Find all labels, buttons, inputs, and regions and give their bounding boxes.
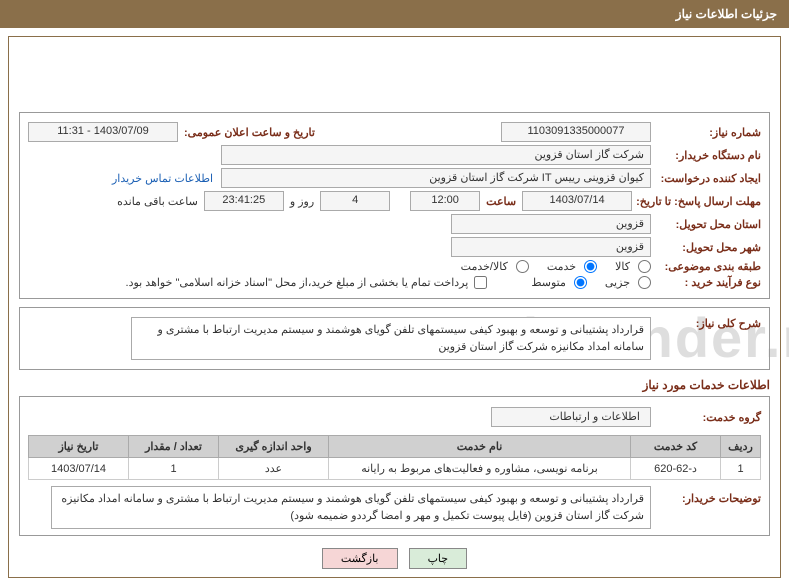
radio-service[interactable] — [584, 260, 597, 273]
radio-minor-label: جزیی — [591, 276, 634, 289]
print-button[interactable]: چاپ — [409, 548, 468, 569]
services-box: گروه خدمت: اطلاعات و ارتباطات ردیف کد خد… — [19, 396, 770, 536]
deadline-label: مهلت ارسال پاسخ: تا تاریخ: — [632, 195, 761, 208]
buyer-desc-label: توضیحات خریدار: — [651, 486, 761, 505]
need-summary-label: شرح کلی نیاز: — [651, 317, 761, 330]
delivery-province-label: استان محل تحویل: — [651, 218, 761, 231]
radio-medium[interactable] — [574, 276, 587, 289]
need-summary-text: قرارداد پشتیبانی و توسعه و بهبود کیفی سی… — [131, 317, 651, 360]
announce-datetime-label: تاریخ و ساعت اعلان عمومی: — [178, 126, 321, 139]
radio-goods[interactable] — [638, 260, 651, 273]
content-frame: AriaTender.net شماره نیاز: 1103091335000… — [8, 36, 781, 578]
deadline-time: 12:00 — [410, 191, 480, 211]
page-title: جزئیات اطلاعات نیاز — [676, 7, 777, 21]
requester-label: ایجاد کننده درخواست: — [651, 172, 761, 185]
service-group-label: گروه خدمت: — [651, 411, 761, 424]
th-code: کد خدمت — [631, 436, 721, 458]
radio-medium-label: متوسط — [517, 276, 570, 289]
cell-name: برنامه نویسی، مشاوره و فعالیت‌های مربوط … — [329, 458, 631, 480]
services-section-title: اطلاعات خدمات مورد نیاز — [19, 378, 770, 392]
deadline-time-label: ساعت — [480, 195, 522, 208]
main-info-box: شماره نیاز: 1103091335000077 تاریخ و ساع… — [19, 112, 770, 299]
classification-group: کالا خدمت کالا/خدمت — [447, 260, 651, 273]
deadline-remaining-label: ساعت باقی مانده — [111, 195, 204, 208]
classification-label: طبقه بندی موضوعی: — [651, 260, 761, 273]
deadline-days: 4 — [320, 191, 390, 211]
purchase-type-label: نوع فرآیند خرید : — [651, 276, 761, 289]
page-header: جزئیات اطلاعات نیاز — [0, 0, 789, 28]
treasury-note: پرداخت تمام یا بخشی از مبلغ خرید،از محل … — [126, 276, 475, 289]
delivery-city-label: شهر محل تحویل: — [651, 241, 761, 254]
back-button[interactable]: بازگشت — [322, 548, 398, 569]
th-unit: واحد اندازه گیری — [219, 436, 329, 458]
radio-service-label: خدمت — [533, 260, 580, 273]
treasury-checkbox[interactable] — [474, 276, 487, 289]
buyer-desc-text: قرارداد پشتیبانی و توسعه و بهبود کیفی سی… — [51, 486, 651, 529]
th-date: تاریخ نیاز — [29, 436, 129, 458]
delivery-province-value: قزوین — [451, 214, 651, 234]
need-number-label: شماره نیاز: — [651, 126, 761, 139]
radio-goods-label: کالا — [601, 260, 634, 273]
purchase-type-group: جزیی متوسط — [517, 276, 651, 289]
buyer-org-label: نام دستگاه خریدار: — [651, 149, 761, 162]
services-table: ردیف کد خدمت نام خدمت واحد اندازه گیری ت… — [28, 435, 761, 480]
th-qty: تعداد / مقدار — [129, 436, 219, 458]
cell-qty: 1 — [129, 458, 219, 480]
service-group-value: اطلاعات و ارتباطات — [491, 407, 651, 427]
button-row: چاپ بازگشت — [19, 548, 770, 569]
cell-date: 1403/07/14 — [29, 458, 129, 480]
table-row: 1 د-62-620 برنامه نویسی، مشاوره و فعالیت… — [29, 458, 761, 480]
cell-unit: عدد — [219, 458, 329, 480]
radio-minor[interactable] — [638, 276, 651, 289]
delivery-city-value: قزوین — [451, 237, 651, 257]
radio-both[interactable] — [516, 260, 529, 273]
need-number-value: 1103091335000077 — [501, 122, 651, 142]
buyer-org-value: شرکت گاز استان قزوین — [221, 145, 651, 165]
buyer-contact-link[interactable]: اطلاعات تماس خریدار — [104, 172, 221, 185]
th-row: ردیف — [721, 436, 761, 458]
deadline-counter: 23:41:25 — [204, 191, 284, 211]
radio-both-label: کالا/خدمت — [447, 260, 512, 273]
cell-code: د-62-620 — [631, 458, 721, 480]
requester-value: کیوان قزوینی رییس IT شرکت گاز استان قزوی… — [221, 168, 651, 188]
announce-datetime-value: 1403/07/09 - 11:31 — [28, 122, 178, 142]
cell-row: 1 — [721, 458, 761, 480]
deadline-date: 1403/07/14 — [522, 191, 632, 211]
deadline-days-label: روز و — [284, 195, 320, 208]
need-summary-box: شرح کلی نیاز: قرارداد پشتیبانی و توسعه و… — [19, 307, 770, 370]
th-name: نام خدمت — [329, 436, 631, 458]
table-header-row: ردیف کد خدمت نام خدمت واحد اندازه گیری ت… — [29, 436, 761, 458]
